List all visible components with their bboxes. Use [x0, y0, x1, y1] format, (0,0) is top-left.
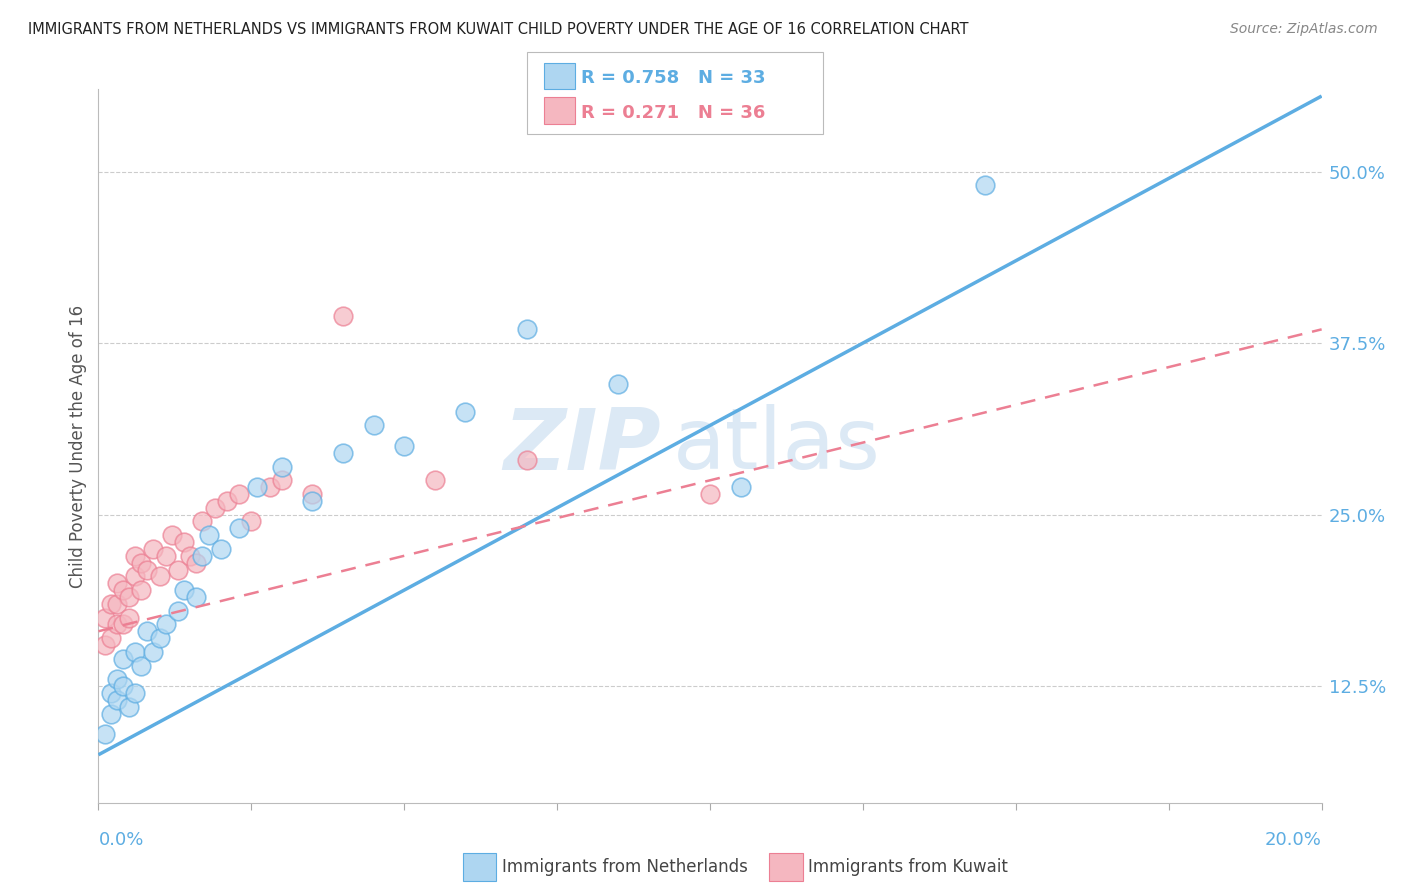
Point [167, 604, 190, 618]
Text: IMMIGRANTS FROM NETHERLANDS VS IMMIGRANTS FROM KUWAIT CHILD POVERTY UNDER THE AG: IMMIGRANTS FROM NETHERLANDS VS IMMIGRANT… [28, 22, 969, 37]
Text: 0.0%: 0.0% [98, 831, 143, 849]
Point [730, 480, 752, 494]
Point [100, 686, 122, 700]
Text: 20.0%: 20.0% [1265, 831, 1322, 849]
Point [246, 480, 269, 494]
Point [100, 597, 122, 611]
Point [179, 549, 201, 563]
Point [191, 515, 214, 529]
Point [105, 673, 128, 687]
Point [240, 515, 263, 529]
Text: Immigrants from Netherlands: Immigrants from Netherlands [502, 858, 748, 876]
Point [270, 459, 292, 474]
Point [142, 645, 165, 659]
Point [155, 549, 177, 563]
Point [173, 583, 195, 598]
Point [124, 645, 146, 659]
Text: R = 0.758   N = 33: R = 0.758 N = 33 [581, 70, 765, 87]
Point [259, 480, 281, 494]
Point [974, 178, 997, 193]
Point [93, 638, 115, 652]
Point [111, 651, 134, 665]
Point [124, 569, 146, 583]
Point [607, 377, 630, 392]
Point [186, 590, 208, 604]
Point [105, 576, 128, 591]
Point [332, 446, 354, 460]
Point [142, 541, 165, 556]
Point [270, 473, 292, 487]
Text: Immigrants from Kuwait: Immigrants from Kuwait [808, 858, 1008, 876]
Point [204, 500, 226, 515]
Point [301, 487, 323, 501]
Point [423, 473, 446, 487]
Point [191, 549, 214, 563]
Point [105, 597, 128, 611]
Point [100, 706, 122, 721]
Point [173, 535, 195, 549]
Point [93, 727, 115, 741]
Point [93, 610, 115, 624]
Point [129, 583, 152, 598]
Point [167, 562, 190, 576]
Point [197, 528, 219, 542]
Point [516, 452, 538, 467]
Point [118, 699, 141, 714]
Text: atlas: atlas [673, 404, 882, 488]
Point [228, 521, 250, 535]
Point [129, 556, 152, 570]
Point [516, 322, 538, 336]
Text: Source: ZipAtlas.com: Source: ZipAtlas.com [1230, 22, 1378, 37]
Point [699, 487, 721, 501]
Point [149, 569, 172, 583]
Point [454, 405, 477, 419]
Point [209, 541, 232, 556]
Point [186, 556, 208, 570]
Point [124, 549, 146, 563]
Point [105, 693, 128, 707]
Point [136, 562, 159, 576]
Point [111, 617, 134, 632]
Point [111, 679, 134, 693]
Point [136, 624, 159, 639]
Point [105, 617, 128, 632]
Text: R = 0.271   N = 36: R = 0.271 N = 36 [581, 104, 765, 122]
Point [118, 610, 141, 624]
Point [301, 494, 323, 508]
Point [111, 583, 134, 598]
Point [215, 494, 238, 508]
Point [155, 617, 177, 632]
Point [363, 418, 385, 433]
Y-axis label: Child Poverty Under the Age of 16: Child Poverty Under the Age of 16 [69, 304, 87, 588]
Point [100, 631, 122, 645]
Point [332, 309, 354, 323]
Point [149, 631, 172, 645]
Point [118, 590, 141, 604]
Text: ZIP: ZIP [503, 404, 661, 488]
Point [124, 686, 146, 700]
Point [228, 487, 250, 501]
Point [160, 528, 183, 542]
Point [392, 439, 416, 453]
Point [129, 658, 152, 673]
